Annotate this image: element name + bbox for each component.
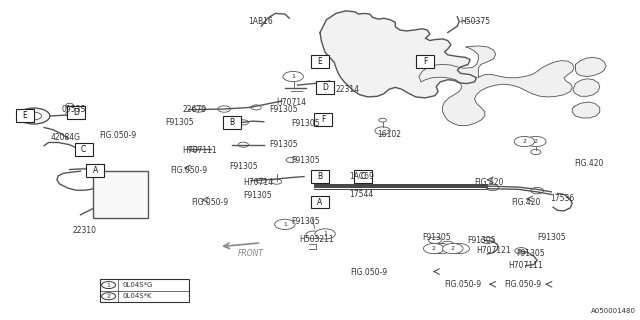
Text: F91305: F91305 xyxy=(537,233,566,242)
FancyBboxPatch shape xyxy=(316,81,334,94)
Circle shape xyxy=(66,111,79,117)
Text: F91305: F91305 xyxy=(467,236,495,245)
Text: F: F xyxy=(321,115,325,124)
Text: 1: 1 xyxy=(323,231,327,236)
Polygon shape xyxy=(320,11,476,98)
Text: 2: 2 xyxy=(457,246,461,251)
Text: A050001480: A050001480 xyxy=(591,308,636,314)
Text: FIG.050-9: FIG.050-9 xyxy=(170,166,207,175)
Polygon shape xyxy=(573,79,600,96)
Text: B: B xyxy=(317,172,323,181)
Circle shape xyxy=(525,136,546,147)
Text: H707121: H707121 xyxy=(476,246,511,255)
Text: 0L04S*K: 0L04S*K xyxy=(122,293,152,299)
Text: FIG.050-9: FIG.050-9 xyxy=(191,197,228,206)
Circle shape xyxy=(315,229,335,239)
FancyBboxPatch shape xyxy=(417,55,435,68)
Text: F91305: F91305 xyxy=(516,249,545,258)
Circle shape xyxy=(18,108,50,124)
Text: FIG.420: FIG.420 xyxy=(474,179,504,188)
Circle shape xyxy=(431,244,452,254)
Text: F91305: F91305 xyxy=(422,233,451,242)
Text: 16102: 16102 xyxy=(378,130,401,139)
Text: 2: 2 xyxy=(522,139,526,144)
Text: F91305: F91305 xyxy=(269,140,298,149)
Bar xyxy=(93,171,148,218)
Text: B: B xyxy=(229,118,234,127)
Text: FIG.050-9: FIG.050-9 xyxy=(351,268,388,277)
Text: 2: 2 xyxy=(431,246,436,251)
Text: 22310: 22310 xyxy=(72,226,96,235)
Circle shape xyxy=(275,219,295,229)
Text: 22314: 22314 xyxy=(336,85,360,94)
Circle shape xyxy=(283,71,303,82)
FancyBboxPatch shape xyxy=(75,143,93,156)
Text: FIG.420: FIG.420 xyxy=(511,197,541,206)
Text: H503211: H503211 xyxy=(300,235,334,244)
Text: FIG.050-9: FIG.050-9 xyxy=(504,280,541,289)
Circle shape xyxy=(102,282,116,289)
Text: H707111: H707111 xyxy=(182,146,218,155)
Text: 42084G: 42084G xyxy=(51,132,81,141)
Circle shape xyxy=(102,293,116,300)
FancyBboxPatch shape xyxy=(86,164,104,177)
Text: H70714: H70714 xyxy=(243,178,273,187)
Circle shape xyxy=(514,136,534,147)
Text: C: C xyxy=(81,145,86,154)
Text: 17544: 17544 xyxy=(349,190,373,199)
Text: A: A xyxy=(317,197,323,206)
Polygon shape xyxy=(575,57,606,76)
FancyBboxPatch shape xyxy=(355,170,372,183)
Text: D: D xyxy=(322,83,328,92)
Text: FIG.050-9: FIG.050-9 xyxy=(445,280,482,289)
FancyBboxPatch shape xyxy=(223,116,241,129)
Text: 1: 1 xyxy=(107,283,111,288)
FancyBboxPatch shape xyxy=(16,109,34,122)
Text: 2: 2 xyxy=(107,294,111,299)
Circle shape xyxy=(443,244,463,254)
Text: H707111: H707111 xyxy=(508,261,543,270)
FancyBboxPatch shape xyxy=(314,113,332,125)
Text: 1AC69: 1AC69 xyxy=(349,172,374,181)
Text: H50375: H50375 xyxy=(461,17,491,26)
Text: E: E xyxy=(317,57,323,66)
Text: F91305: F91305 xyxy=(291,217,320,226)
Text: FIG.050-9: FIG.050-9 xyxy=(100,131,137,140)
Text: D: D xyxy=(73,108,79,117)
Text: 1: 1 xyxy=(291,74,295,79)
Text: FRONT: FRONT xyxy=(238,249,264,258)
Text: FIG.420: FIG.420 xyxy=(574,159,604,168)
Polygon shape xyxy=(572,102,600,118)
Text: F91305: F91305 xyxy=(291,156,320,164)
Text: F91305: F91305 xyxy=(269,105,298,114)
Text: 17536: 17536 xyxy=(550,194,574,204)
FancyBboxPatch shape xyxy=(311,55,329,68)
Text: 0953S: 0953S xyxy=(61,105,86,114)
Text: A: A xyxy=(93,166,98,175)
FancyBboxPatch shape xyxy=(311,196,329,208)
FancyBboxPatch shape xyxy=(67,107,85,119)
Circle shape xyxy=(424,244,444,254)
Text: 1AB16: 1AB16 xyxy=(248,17,273,26)
FancyBboxPatch shape xyxy=(100,279,189,302)
Text: 1: 1 xyxy=(283,222,287,227)
Text: 2: 2 xyxy=(534,139,538,144)
Text: F: F xyxy=(423,57,428,66)
Circle shape xyxy=(449,244,469,254)
Text: F91305: F91305 xyxy=(229,162,258,171)
Text: 2: 2 xyxy=(439,246,444,251)
Text: 22670: 22670 xyxy=(182,105,207,114)
Text: F91305: F91305 xyxy=(166,118,194,127)
FancyBboxPatch shape xyxy=(311,170,329,183)
Text: 2: 2 xyxy=(451,246,455,251)
Text: F91305: F91305 xyxy=(291,119,320,128)
Text: F91305: F91305 xyxy=(243,191,272,200)
Text: E: E xyxy=(22,111,28,120)
Text: 0L04S*G: 0L04S*G xyxy=(122,282,152,288)
Polygon shape xyxy=(419,46,574,125)
Text: C: C xyxy=(361,172,366,181)
Text: H70714: H70714 xyxy=(276,98,307,107)
Circle shape xyxy=(66,103,74,107)
